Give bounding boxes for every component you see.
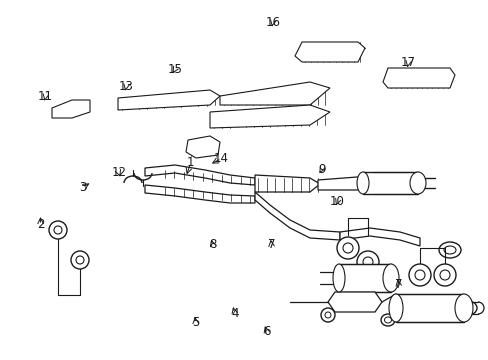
Bar [362,172,417,194]
Polygon shape [339,228,419,246]
Text: 16: 16 [265,16,280,29]
Polygon shape [118,90,220,110]
Polygon shape [254,175,319,192]
Circle shape [320,308,334,322]
Ellipse shape [443,246,455,254]
Polygon shape [317,176,377,190]
Text: 7: 7 [267,238,275,251]
Text: 3: 3 [79,181,87,194]
Circle shape [414,270,424,280]
Circle shape [54,226,62,234]
Circle shape [336,237,358,259]
Polygon shape [52,100,90,118]
Circle shape [362,257,372,267]
Text: 15: 15 [167,63,182,76]
Text: 5: 5 [191,316,199,329]
Text: 11: 11 [38,90,53,103]
Bar [338,264,390,292]
Circle shape [76,256,84,264]
Polygon shape [220,82,329,105]
Text: 2: 2 [37,219,44,231]
Text: 12: 12 [111,166,126,179]
Ellipse shape [382,264,398,292]
Circle shape [433,264,455,286]
Polygon shape [145,185,254,203]
Text: 14: 14 [214,152,228,165]
Ellipse shape [388,294,402,322]
Ellipse shape [463,305,471,311]
Text: 13: 13 [119,80,133,93]
Bar [395,294,463,322]
Circle shape [71,251,89,269]
Polygon shape [209,105,329,128]
Polygon shape [327,292,381,312]
Circle shape [408,264,430,286]
Text: 6: 6 [262,325,270,338]
Polygon shape [382,68,454,88]
Ellipse shape [454,294,472,322]
Text: 8: 8 [208,238,216,251]
Ellipse shape [409,172,425,194]
Text: 9: 9 [317,163,325,176]
Text: 10: 10 [329,195,344,208]
Circle shape [356,251,378,273]
Text: 1: 1 [186,156,194,169]
Polygon shape [145,165,254,185]
Circle shape [439,270,449,280]
Ellipse shape [356,172,368,194]
Ellipse shape [332,264,345,292]
Ellipse shape [380,314,394,326]
Text: 4: 4 [230,307,238,320]
Text: 7: 7 [394,278,402,291]
Text: 17: 17 [400,57,415,69]
Ellipse shape [384,317,391,323]
Ellipse shape [458,301,476,315]
Ellipse shape [438,242,460,258]
Circle shape [325,312,330,318]
Polygon shape [294,42,364,62]
Polygon shape [254,192,339,240]
Circle shape [342,243,352,253]
Circle shape [49,221,67,239]
Polygon shape [185,136,220,158]
